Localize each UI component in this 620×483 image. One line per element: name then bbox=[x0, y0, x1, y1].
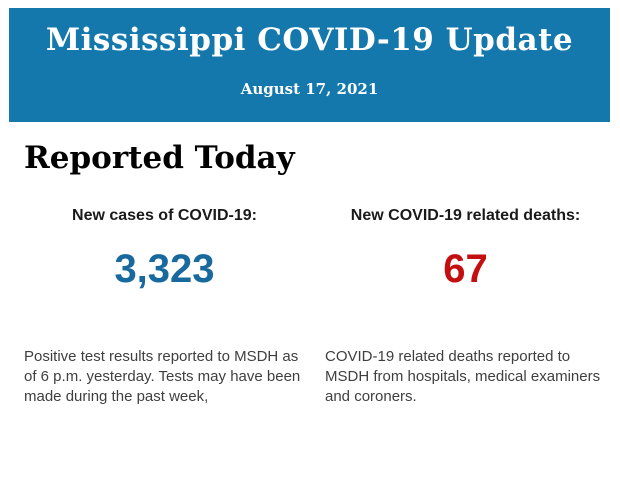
report-body: Reported Today New cases of COVID-19: 3,… bbox=[0, 122, 620, 407]
newsletter-title: Mississippi COVID-19 Update bbox=[45, 22, 574, 58]
stats-grid: New cases of COVID-19: 3,323 Positive te… bbox=[24, 208, 606, 407]
new-cases-value: 3,323 bbox=[114, 247, 215, 291]
new-deaths-description: COVID-19 related deaths reported to MSDH… bbox=[325, 348, 601, 405]
header-banner: Mississippi COVID-19 Update August 17, 2… bbox=[9, 8, 610, 122]
new-cases-label: New cases of COVID-19: bbox=[72, 207, 257, 224]
new-deaths-value: 67 bbox=[443, 247, 488, 291]
newsletter-date: August 17, 2021 bbox=[240, 80, 379, 98]
new-deaths-label: New COVID-19 related deaths: bbox=[350, 207, 581, 224]
new-cases-description: Positive test results reported to MSDH a… bbox=[24, 348, 301, 405]
stat-new-deaths: New COVID-19 related deaths: 67 COVID-19… bbox=[325, 208, 606, 407]
section-title: Reported Today bbox=[24, 140, 295, 176]
stat-new-cases: New cases of COVID-19: 3,323 Positive te… bbox=[24, 208, 305, 407]
